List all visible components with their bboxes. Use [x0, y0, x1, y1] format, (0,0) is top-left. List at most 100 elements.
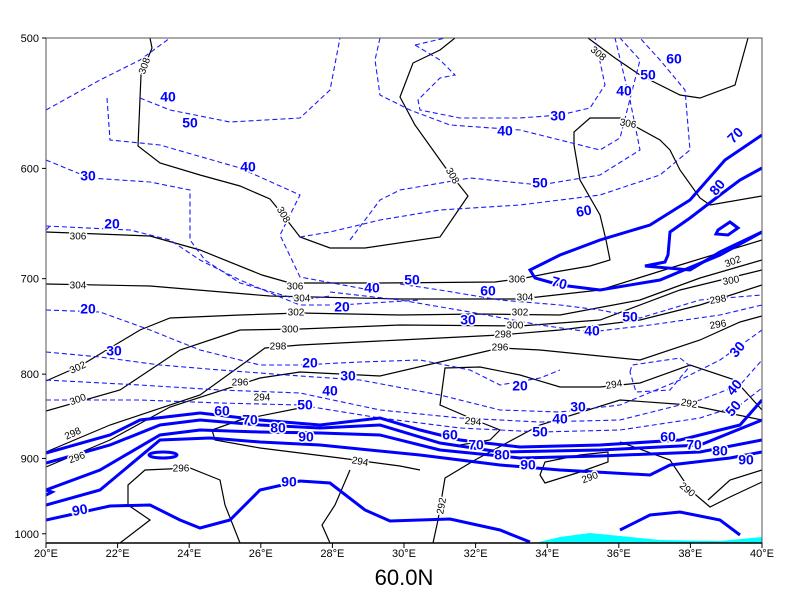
- wind-contour-label: 60: [660, 429, 676, 445]
- wind-contour-label: 20: [104, 216, 120, 232]
- x-tick-label: 38°E: [678, 548, 702, 560]
- y-tick-label: 500: [21, 33, 39, 45]
- wind-40-line: [46, 38, 171, 111]
- wind-contour-label: 90: [520, 457, 536, 473]
- wind-80-closed: [713, 220, 741, 237]
- theta-300-line: [46, 269, 762, 412]
- wind-90-line: [46, 479, 531, 543]
- theta-contour-label: 306: [287, 282, 304, 293]
- wind-contour-label: 30: [340, 368, 356, 384]
- wind-contour-label: 40: [552, 411, 568, 427]
- x-tick-label: 36°E: [607, 548, 631, 560]
- x-tick-label: 24°E: [177, 548, 201, 560]
- theta-contour-label: 294: [351, 455, 370, 469]
- wind-70-line: [527, 133, 762, 292]
- x-tick-label: 22°E: [106, 548, 130, 560]
- theta-contour-label: 298: [495, 330, 512, 341]
- wind-contour-label: 50: [297, 397, 313, 413]
- theta-296-line: [119, 467, 241, 543]
- theta-contour-label: 298: [270, 342, 287, 353]
- wind-contour-label: 40: [160, 89, 176, 105]
- wind-contour-label: 20: [334, 299, 350, 315]
- wind-20-line: [629, 357, 691, 393]
- theta-contour-label: 304: [294, 294, 311, 305]
- wind-40-line: [106, 97, 371, 291]
- theta-contour-label: 304: [70, 281, 87, 292]
- theta-contour-label: 292: [680, 397, 699, 411]
- theta-contour-label: 300: [722, 274, 741, 288]
- wind-contour-label: 30: [80, 168, 96, 184]
- wind-30-line: [46, 329, 762, 413]
- wind-30-line: [46, 159, 331, 301]
- theta-contour-label: 298: [63, 425, 83, 442]
- x-tick-label: 20°E: [34, 548, 58, 560]
- wind-contour-label: 40: [322, 383, 338, 399]
- wind-contour-label: 20: [80, 301, 96, 317]
- theta-292-line: [707, 469, 762, 501]
- x-tick-label: 40°E: [750, 548, 774, 560]
- theta-308-line: [587, 38, 749, 99]
- wind-contour-label: 70: [468, 437, 484, 453]
- theta-contour-label: 300: [282, 325, 299, 336]
- wind-contour-label: 70: [550, 273, 569, 293]
- wind-contour-label: 70: [724, 124, 746, 146]
- x-tick-label: 32°E: [464, 548, 488, 560]
- wind-contour-label: 70: [686, 437, 702, 453]
- wind-contour-label: 70: [242, 412, 258, 428]
- theta-contour-label: 294: [254, 393, 271, 404]
- y-tick-label: 900: [21, 453, 39, 465]
- wind-80-line: [644, 166, 762, 272]
- theta-contour-label: 308: [588, 45, 608, 64]
- wind-90-line: [46, 436, 762, 507]
- theta-306-line: [46, 117, 762, 284]
- wind-contour-label: 90: [71, 500, 89, 518]
- wind-40-line: [374, 38, 641, 151]
- x-tick-label: 34°E: [535, 548, 559, 560]
- theta-contour-label: 308: [137, 56, 153, 76]
- wind-contour-label: 50: [404, 272, 420, 288]
- wind-80-line: [46, 428, 762, 492]
- theta-contour-label: 298: [709, 293, 728, 307]
- theta-292-line: [432, 399, 762, 543]
- theta-302-line: [46, 259, 762, 382]
- wind-contour-label: 60: [666, 51, 682, 67]
- x-tick-label: 30°E: [392, 548, 416, 560]
- wind-60-line: [299, 38, 691, 238]
- wind-contour-label: 60: [442, 427, 458, 443]
- wind-30-line: [414, 38, 606, 119]
- wind-solid-contours: [46, 133, 762, 543]
- wind-contour-label: 90: [281, 474, 297, 490]
- wind-contour-label: 30: [106, 343, 122, 359]
- wind-50-line: [139, 38, 341, 123]
- theta-contour-label: 292: [435, 496, 449, 515]
- theta-contour-label: 294: [605, 378, 624, 392]
- theta-contour-label: 300: [507, 321, 524, 332]
- wind-50-line: [46, 387, 762, 433]
- wind-20-line: [46, 309, 561, 386]
- wind-50-line: [399, 283, 762, 319]
- theta-contour-label: 304: [517, 293, 534, 304]
- wind-60-line: [46, 399, 762, 455]
- theta-contours: [46, 38, 762, 543]
- wind-contour-label: 40: [616, 83, 632, 99]
- wind-contour-label: 40: [584, 323, 600, 339]
- y-axis: 500 600 700 800 900 1000: [15, 33, 46, 541]
- x-axis: 20°E 22°E 24°E 26°E 28°E 30°E 32°E 34°E 36°E 38°E…: [34, 543, 774, 560]
- chart-title: 60.0N: [375, 565, 434, 590]
- wind-40-line: [329, 291, 762, 333]
- theta-contour-label: 294: [464, 416, 482, 428]
- theta-contour-label: 296: [709, 318, 728, 332]
- wind-contour-label: 90: [738, 452, 754, 468]
- y-tick-label: 800: [21, 369, 39, 381]
- theta-308-line: [137, 38, 469, 249]
- theta-294-line: [321, 469, 351, 543]
- wind-90-line: [619, 510, 741, 537]
- wind-contour-label: 80: [494, 447, 510, 463]
- wind-contour-label: 40: [497, 123, 513, 139]
- y-tick-label: 1000: [15, 529, 39, 541]
- x-tick-label: 26°E: [249, 548, 273, 560]
- wind-70-line: [46, 418, 762, 465]
- wind-contour-label: 30: [460, 312, 476, 328]
